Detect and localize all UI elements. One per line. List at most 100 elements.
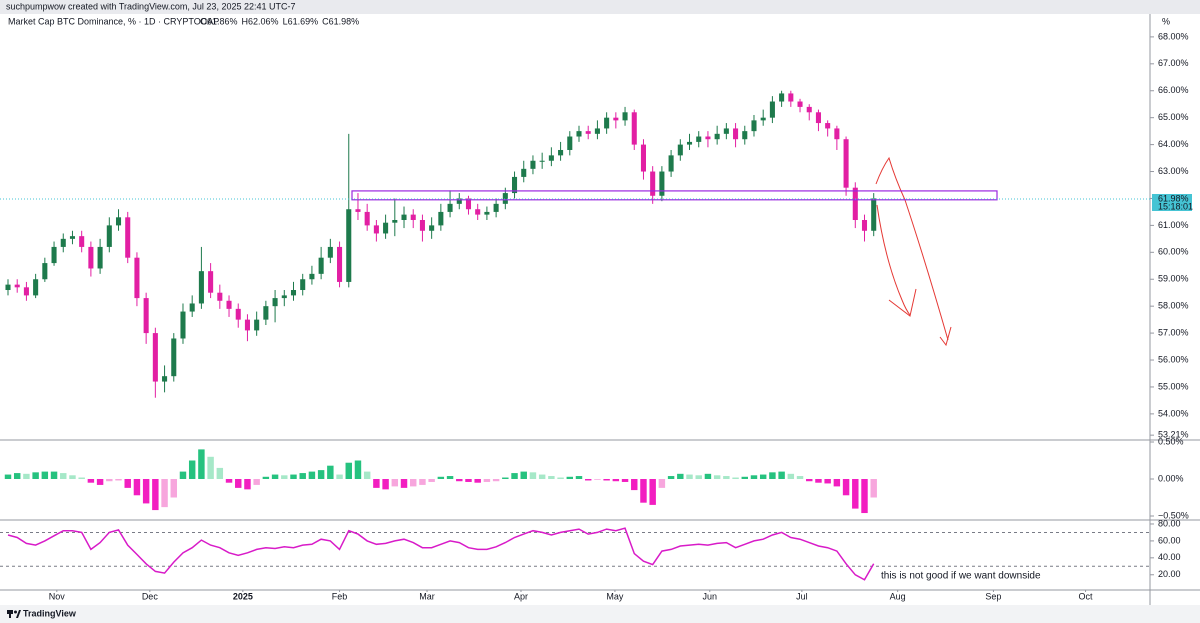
candle-body bbox=[456, 198, 462, 204]
candle-body bbox=[383, 222, 389, 234]
candle-body bbox=[751, 120, 757, 132]
histogram-bar bbox=[60, 473, 67, 480]
candle-body bbox=[69, 236, 76, 239]
footer-text: TradingView bbox=[23, 608, 77, 618]
candle-body bbox=[180, 311, 186, 339]
candle-body bbox=[797, 101, 803, 107]
histogram-bar bbox=[188, 460, 196, 480]
candle-body bbox=[659, 171, 665, 196]
histogram-bar bbox=[548, 476, 555, 480]
histogram-bar bbox=[796, 476, 804, 480]
histogram-bar bbox=[373, 479, 380, 488]
candle-body bbox=[539, 160, 545, 162]
histogram-bar bbox=[474, 479, 481, 483]
x-tick-label: Jul bbox=[796, 591, 808, 601]
histogram-bar bbox=[492, 479, 500, 482]
histogram-bar bbox=[603, 479, 610, 481]
histogram-bar bbox=[465, 479, 472, 482]
candle-body bbox=[244, 319, 250, 331]
histogram-bar bbox=[750, 475, 758, 480]
y-tick-label: 59.00% bbox=[1158, 274, 1189, 284]
candle-body bbox=[272, 298, 278, 307]
candle-body bbox=[97, 246, 103, 269]
candle-body bbox=[208, 271, 214, 293]
candle-body bbox=[125, 217, 131, 258]
candle-body bbox=[475, 209, 481, 215]
histogram-bar bbox=[198, 449, 205, 480]
candles bbox=[5, 90, 877, 398]
x-tick-label: Sep bbox=[985, 591, 1001, 601]
candle-body bbox=[79, 236, 85, 247]
histogram-bar bbox=[170, 479, 177, 498]
y-tick-label: 61.00% bbox=[1158, 220, 1189, 230]
histogram-bar bbox=[225, 479, 233, 483]
x-tick-label: 2025 bbox=[233, 591, 253, 601]
candle-body bbox=[217, 292, 223, 301]
candle-body bbox=[493, 203, 499, 212]
y-tick-label: 56.00% bbox=[1158, 354, 1189, 364]
candle-body bbox=[346, 209, 352, 282]
histogram-bar bbox=[870, 479, 877, 498]
y-tick-label: 0.00% bbox=[1158, 473, 1184, 483]
x-tick-label: Oct bbox=[1079, 591, 1094, 601]
candle-body bbox=[106, 225, 112, 247]
y-tick-label: 67.00% bbox=[1158, 58, 1189, 68]
y-tick-label: −0.50% bbox=[1158, 510, 1189, 520]
candle-body bbox=[548, 155, 554, 161]
tradingview-logo bbox=[7, 610, 21, 618]
candle-body bbox=[401, 214, 407, 220]
header-bar bbox=[0, 0, 1200, 14]
histogram-bar bbox=[640, 479, 647, 503]
candle-body bbox=[686, 141, 693, 145]
histogram-bar bbox=[658, 479, 666, 488]
candle-body bbox=[300, 279, 306, 291]
annotation: this is not good if we want downside bbox=[881, 571, 1041, 582]
histogram-bar bbox=[235, 479, 242, 488]
histogram-bar bbox=[677, 473, 684, 480]
candle-body bbox=[852, 187, 858, 220]
candle-body bbox=[742, 131, 748, 140]
candle-body bbox=[337, 246, 343, 282]
x-tick-label: May bbox=[606, 591, 624, 601]
candle-body bbox=[484, 211, 490, 215]
candle-body bbox=[530, 160, 536, 169]
y-tick-label: 60.00% bbox=[1158, 247, 1189, 257]
candle-body bbox=[226, 300, 232, 309]
candle-body bbox=[438, 211, 444, 226]
candle-body bbox=[14, 284, 20, 288]
histogram-bar bbox=[133, 479, 141, 496]
y-tick-label: 58.00% bbox=[1158, 301, 1189, 311]
candle-body bbox=[254, 319, 260, 331]
candle-body bbox=[42, 263, 48, 280]
candle-body bbox=[668, 155, 674, 172]
legend-title: Market Cap BTC Dominance, % · 1D · CRYPT… bbox=[8, 16, 219, 26]
histogram-bar bbox=[290, 474, 297, 480]
candle-body bbox=[23, 287, 29, 296]
histogram-bar bbox=[23, 473, 30, 480]
histogram-bar bbox=[41, 471, 49, 480]
histogram-bar bbox=[520, 471, 527, 480]
histogram-bar bbox=[769, 472, 776, 480]
candle-body bbox=[5, 284, 11, 291]
histogram-bar bbox=[631, 479, 638, 491]
candle-body bbox=[594, 128, 600, 134]
x-tick-label: Aug bbox=[890, 591, 906, 601]
candle-body bbox=[60, 238, 66, 247]
candle-body bbox=[281, 295, 287, 299]
candle-body bbox=[447, 203, 453, 212]
histogram-bar bbox=[32, 472, 39, 480]
histogram-bar bbox=[400, 479, 408, 488]
histogram-bar bbox=[327, 465, 334, 480]
histogram-bar bbox=[161, 479, 168, 508]
histogram-bar bbox=[13, 473, 21, 480]
histogram-bar bbox=[713, 475, 721, 480]
candle-body bbox=[134, 257, 140, 299]
histogram-bar bbox=[253, 479, 260, 485]
y-tick-label: 53.21% bbox=[1158, 430, 1189, 440]
candle-body bbox=[677, 144, 683, 156]
candle-body bbox=[604, 117, 610, 129]
histogram-bar bbox=[124, 479, 131, 488]
y-tick-label: 55.00% bbox=[1158, 381, 1189, 391]
x-tick-label: Nov bbox=[49, 591, 66, 601]
